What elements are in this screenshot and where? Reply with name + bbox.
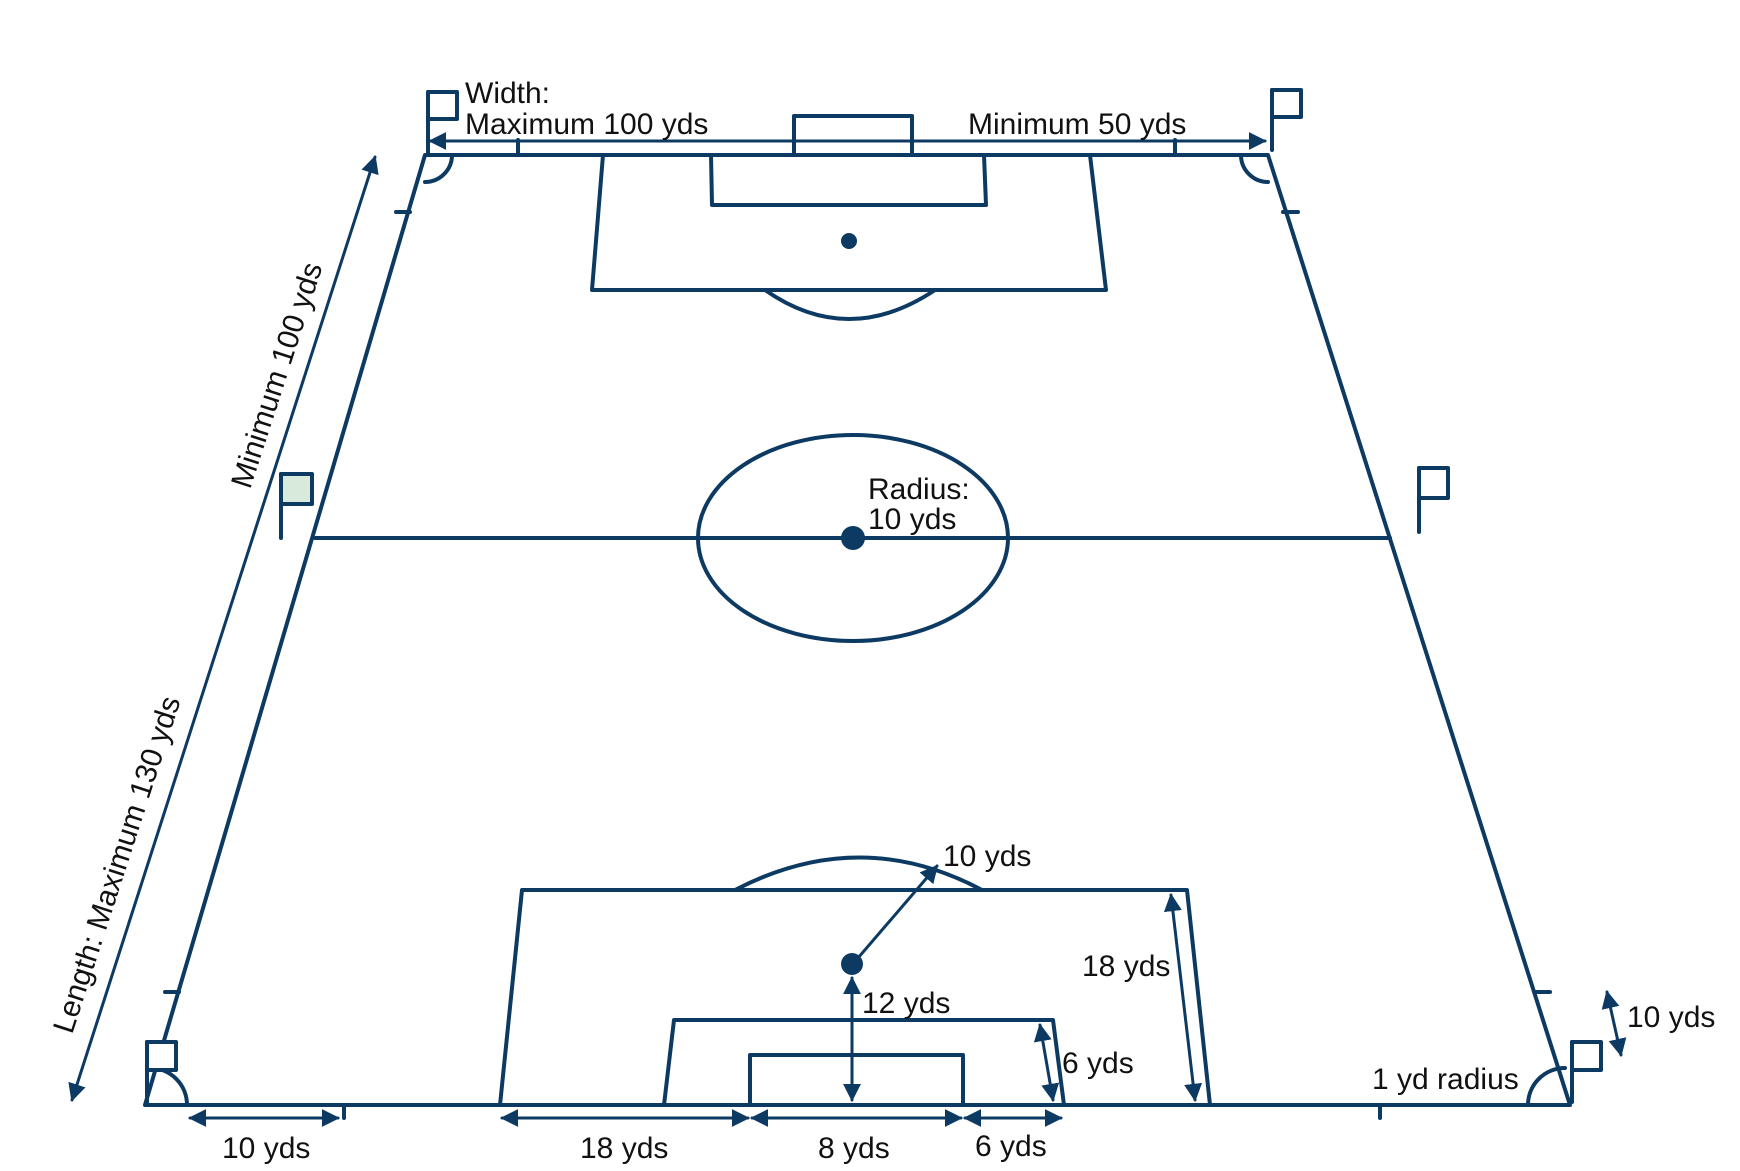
bottom-10-label: 10 yds bbox=[222, 1132, 310, 1165]
penalty-12-label: 12 yds bbox=[862, 987, 950, 1020]
bottom-18-label: 18 yds bbox=[580, 1132, 668, 1165]
top-penalty-area bbox=[590, 153, 1108, 292]
corner-arc-top-right bbox=[1239, 153, 1270, 184]
width-max-label: Maximum 100 yds bbox=[465, 108, 708, 141]
width-title-label: Width: bbox=[465, 77, 550, 110]
width-min-label: Minimum 50 yds bbox=[968, 108, 1186, 141]
corner-flag-top-right-icon bbox=[1270, 88, 1303, 152]
bottom-penalty-area bbox=[498, 888, 1212, 1107]
flag-distance-arrow bbox=[1601, 990, 1627, 1057]
corner-flag-bottom-right-icon bbox=[1570, 1040, 1603, 1104]
bottom-goal-area bbox=[662, 1018, 1066, 1107]
top-penalty-spot bbox=[841, 233, 857, 249]
arc-10-label: 10 yds bbox=[943, 840, 1031, 873]
corner-flag-top-left-icon bbox=[426, 90, 459, 157]
length-dimension-arrow bbox=[68, 155, 379, 1102]
goal-area-6-label: 6 yds bbox=[1062, 1047, 1134, 1080]
center-circle bbox=[696, 433, 1010, 643]
bottom-goal bbox=[748, 1053, 965, 1107]
bottom-6-label: 6 yds bbox=[975, 1130, 1047, 1163]
top-goal-area bbox=[709, 153, 988, 207]
flag-10-label: 10 yds bbox=[1627, 1001, 1715, 1034]
arc-radius-arrow bbox=[856, 864, 939, 960]
halfway-flag-right-icon bbox=[1417, 466, 1450, 534]
length-max-label: Length: Maximum 130 yds bbox=[47, 692, 187, 1037]
center-spot bbox=[841, 526, 865, 550]
corner-arc-bottom-right bbox=[1526, 1066, 1567, 1107]
halfway-flag-left-icon bbox=[279, 472, 314, 540]
bottom-8-label: 8 yds bbox=[818, 1132, 890, 1165]
radius-title-label: Radius: bbox=[868, 473, 970, 506]
goal-area-depth-arrow bbox=[1033, 1023, 1060, 1102]
bottom-penalty-arc bbox=[733, 855, 984, 892]
top-penalty-arc bbox=[763, 288, 937, 321]
top-goal bbox=[792, 114, 914, 157]
box-18-label: 18 yds bbox=[1082, 950, 1170, 983]
corner-arc-top-left bbox=[423, 153, 454, 184]
corner-radius-label: 1 yd radius bbox=[1372, 1063, 1519, 1096]
radius-value-label: 10 yds bbox=[868, 503, 956, 536]
box-depth-arrow bbox=[1163, 893, 1203, 1102]
